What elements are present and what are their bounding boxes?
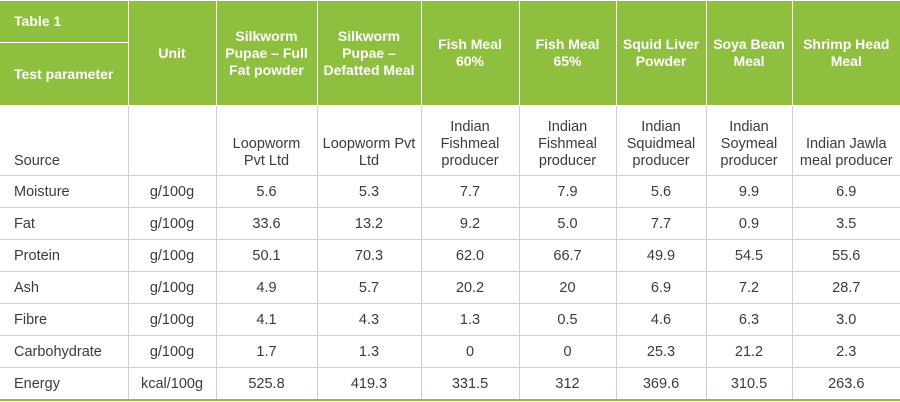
- unit-cell: g/100g: [127, 239, 217, 272]
- source-cell: Indian Fishmeal producer: [420, 105, 520, 176]
- value-cell: 331.5: [420, 367, 520, 401]
- unit-header: Unit: [127, 0, 217, 106]
- value-cell: 9.2: [420, 207, 520, 240]
- unit-cell: g/100g: [127, 335, 217, 368]
- table-caption: Table 1: [0, 0, 129, 43]
- value-cell: 369.6: [615, 367, 707, 401]
- value-cell: 6.3: [705, 303, 793, 336]
- value-cell: 49.9: [615, 239, 707, 272]
- value-cell: 3.0: [791, 303, 900, 336]
- value-cell: 5.6: [615, 175, 707, 208]
- table-row: Fibre g/100g 4.1 4.3 1.3 0.5 4.6 6.3 3.0: [0, 303, 900, 336]
- value-cell: 66.7: [518, 239, 617, 272]
- value-cell: 1.3: [420, 303, 520, 336]
- value-cell: 25.3: [615, 335, 707, 368]
- value-cell: 33.6: [215, 207, 318, 240]
- value-cell: 310.5: [705, 367, 793, 401]
- source-row: Source Loopworm Pvt Ltd Loopworm Pvt Ltd…: [0, 105, 900, 176]
- unit-cell: g/100g: [127, 207, 217, 240]
- column-header: Silkworm Pupae – Defatted Meal: [316, 0, 422, 106]
- value-cell: 20.2: [420, 271, 520, 304]
- value-cell: 312: [518, 367, 617, 401]
- value-cell: 7.7: [420, 175, 520, 208]
- unit-cell: g/100g: [127, 271, 217, 304]
- parameter-cell: Fibre: [0, 303, 129, 336]
- unit-cell: g/100g: [127, 175, 217, 208]
- value-cell: 5.0: [518, 207, 617, 240]
- value-cell: 525.8: [215, 367, 318, 401]
- value-cell: 6.9: [615, 271, 707, 304]
- column-header: Squid Liver Powder: [615, 0, 707, 106]
- value-cell: 28.7: [791, 271, 900, 304]
- source-cell: Indian Fishmeal producer: [518, 105, 617, 176]
- table-row: Protein g/100g 50.1 70.3 62.0 66.7 49.9 54.5 55.…: [0, 239, 900, 272]
- value-cell: 0: [518, 335, 617, 368]
- column-header: Soya Bean Meal: [705, 0, 793, 106]
- table-row: Fat g/100g 33.6 13.2 9.2 5.0 7.7 0.9 3.5: [0, 207, 900, 240]
- table-row: Energy kcal/100g 525.8 419.3 331.5 312 369.6 31…: [0, 367, 900, 401]
- source-cell: Indian Squidmeal producer: [615, 105, 707, 176]
- column-header: Fish Meal 60%: [420, 0, 520, 106]
- source-label: Source: [0, 105, 129, 176]
- table-row: Ash g/100g 4.9 5.7 20.2 20 6.9 7.2 28.7: [0, 271, 900, 304]
- source-cell: Indian Soymeal producer: [705, 105, 793, 176]
- value-cell: 7.7: [615, 207, 707, 240]
- value-cell: 50.1: [215, 239, 318, 272]
- parameter-cell: Carbohydrate: [0, 335, 129, 368]
- value-cell: 70.3: [316, 239, 422, 272]
- value-cell: 5.6: [215, 175, 318, 208]
- value-cell: 4.6: [615, 303, 707, 336]
- table-body: Moisture g/100g 5.6 5.3 7.7 7.9 5.6 9.9 6.9 Fat g/…: [0, 175, 900, 401]
- source-cell: Loopworm Pvt Ltd: [316, 105, 422, 176]
- value-cell: 9.9: [705, 175, 793, 208]
- parameter-cell: Protein: [0, 239, 129, 272]
- value-cell: 20: [518, 271, 617, 304]
- source-unit-cell: [127, 105, 217, 176]
- value-cell: 0.9: [705, 207, 793, 240]
- value-cell: 2.3: [791, 335, 900, 368]
- unit-cell: kcal/100g: [127, 367, 217, 401]
- value-cell: 5.7: [316, 271, 422, 304]
- parameter-cell: Energy: [0, 367, 129, 401]
- value-cell: 1.7: [215, 335, 318, 368]
- parameter-cell: Fat: [0, 207, 129, 240]
- parameter-cell: Ash: [0, 271, 129, 304]
- value-cell: 1.3: [316, 335, 422, 368]
- value-cell: 4.9: [215, 271, 318, 304]
- parameter-cell: Moisture: [0, 175, 129, 208]
- unit-cell: g/100g: [127, 303, 217, 336]
- value-cell: 0: [420, 335, 520, 368]
- source-cell: Indian Jawla meal producer: [791, 105, 900, 176]
- value-cell: 4.1: [215, 303, 318, 336]
- value-cell: 7.2: [705, 271, 793, 304]
- column-header: Shrimp Head Meal: [791, 0, 900, 106]
- value-cell: 5.3: [316, 175, 422, 208]
- value-cell: 3.5: [791, 207, 900, 240]
- value-cell: 4.3: [316, 303, 422, 336]
- table-row: Moisture g/100g 5.6 5.3 7.7 7.9 5.6 9.9 6.9: [0, 175, 900, 208]
- table-row: Carbohydrate g/100g 1.7 1.3 0 0 25.3 21.2 2.3: [0, 335, 900, 368]
- test-parameter-header: Test parameter: [0, 42, 129, 106]
- value-cell: 419.3: [316, 367, 422, 401]
- value-cell: 21.2: [705, 335, 793, 368]
- column-header: Silkworm Pupae – Full Fat powder: [215, 0, 318, 106]
- value-cell: 55.6: [791, 239, 900, 272]
- value-cell: 7.9: [518, 175, 617, 208]
- value-cell: 62.0: [420, 239, 520, 272]
- column-header: Fish Meal 65%: [518, 0, 617, 106]
- value-cell: 0.5: [518, 303, 617, 336]
- source-cell: Loopworm Pvt Ltd: [215, 105, 318, 176]
- value-cell: 6.9: [791, 175, 900, 208]
- value-cell: 263.6: [791, 367, 900, 401]
- value-cell: 54.5: [705, 239, 793, 272]
- value-cell: 13.2: [316, 207, 422, 240]
- table-header: Table 1 Unit Silkworm Pupae – Full Fat p…: [0, 0, 900, 106]
